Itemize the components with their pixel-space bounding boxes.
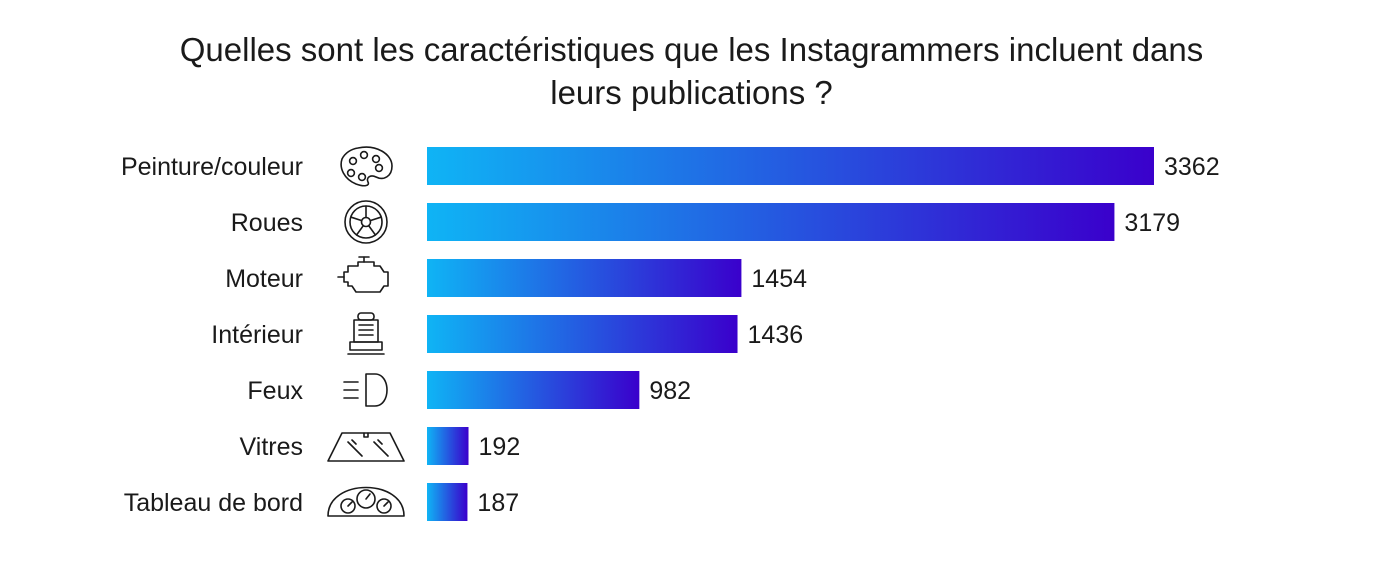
bar: [427, 147, 1154, 185]
value-label: 187: [477, 489, 519, 517]
engine-icon: [337, 256, 389, 293]
value-label: 3362: [1164, 153, 1220, 181]
category-label: Intérieur: [211, 321, 303, 349]
bar: [427, 259, 742, 297]
bar: [427, 315, 738, 353]
wheel-icon: [344, 200, 388, 244]
value-label: 192: [479, 433, 521, 461]
category-label: Roues: [231, 209, 303, 237]
palette-icon: [340, 146, 393, 187]
chart-title-line-2: leurs publications ?: [550, 74, 833, 111]
category-label: Feux: [247, 377, 303, 405]
chart-title-line-1: Quelles sont les caractéristiques que le…: [179, 31, 1204, 68]
value-label: 1436: [748, 321, 804, 349]
chart-title: Quelles sont les caractéristiques que le…: [0, 28, 1383, 114]
category-label: Tableau de bord: [124, 489, 303, 517]
bar: [427, 427, 469, 465]
windshield-icon: [327, 432, 405, 462]
value-label: 982: [649, 377, 691, 405]
value-label: 3179: [1124, 209, 1180, 237]
car-seat-icon: [347, 312, 385, 355]
dashboard-icon: [327, 486, 405, 517]
category-label: Moteur: [225, 265, 303, 293]
category-label: Peinture/couleur: [121, 153, 303, 181]
category-label: Vitres: [240, 433, 303, 461]
headlight-icon: [343, 373, 388, 407]
bar: [427, 203, 1115, 241]
bar: [427, 371, 640, 409]
value-label: 1454: [751, 265, 807, 293]
bar: [427, 483, 468, 521]
